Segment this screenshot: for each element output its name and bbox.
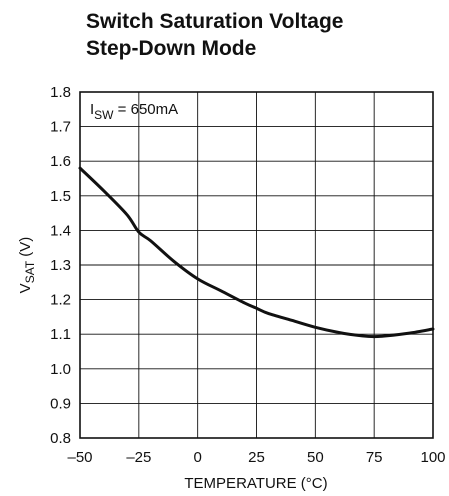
y-tick-label: 0.9 <box>50 395 71 412</box>
y-tick-label: 1.8 <box>50 84 71 101</box>
x-tick-label: 50 <box>307 449 324 466</box>
annotation-suffix: = 650mA <box>114 101 179 118</box>
plot-frame <box>79 91 434 439</box>
x-tick-label: 25 <box>248 449 265 466</box>
series-group <box>78 166 435 339</box>
y-tick-label: 1.6 <box>50 153 71 170</box>
y-tick-label: 1.0 <box>50 361 71 378</box>
grid <box>79 91 434 439</box>
y-tick-label: 1.1 <box>50 326 71 343</box>
y-axis-label: VSAT (V) <box>17 237 37 294</box>
annotation-subscript: SW <box>94 108 114 122</box>
series-line <box>78 166 435 339</box>
y-tick-label: 1.4 <box>50 222 71 239</box>
chart-title-line-2: Step-Down Mode <box>86 37 256 60</box>
y-tick-label: 1.5 <box>50 188 71 205</box>
y-tick-label: 0.8 <box>50 430 71 447</box>
chart-title-line-1: Switch Saturation Voltage <box>86 10 343 33</box>
annotation-main: I <box>90 101 94 118</box>
y-tick-label: 1.3 <box>50 257 71 274</box>
y-tick-label: 1.7 <box>50 119 71 136</box>
x-tick-label: –50 <box>67 449 92 466</box>
x-axis-label: TEMPERATURE (°C) <box>184 475 327 492</box>
x-tick-label: –25 <box>126 449 151 466</box>
y-label-subscript: SAT <box>23 260 37 283</box>
y-label-main: V <box>17 283 34 293</box>
x-tick-label: 75 <box>366 449 383 466</box>
y-label-suffix: (V) <box>17 237 34 261</box>
x-tick-label: 0 <box>193 449 201 466</box>
x-tick-label: 100 <box>420 449 445 466</box>
y-tick-labels: 0.8 0.9 1.0 1.1 1.2 1.3 1.4 1.5 1.6 1.7 1.8 <box>50 84 71 447</box>
current-annotation: ISW = 650mA <box>90 101 178 122</box>
x-tick-labels: –50 –25 0 25 50 75 100 <box>67 449 445 466</box>
y-tick-label: 1.2 <box>50 292 71 309</box>
